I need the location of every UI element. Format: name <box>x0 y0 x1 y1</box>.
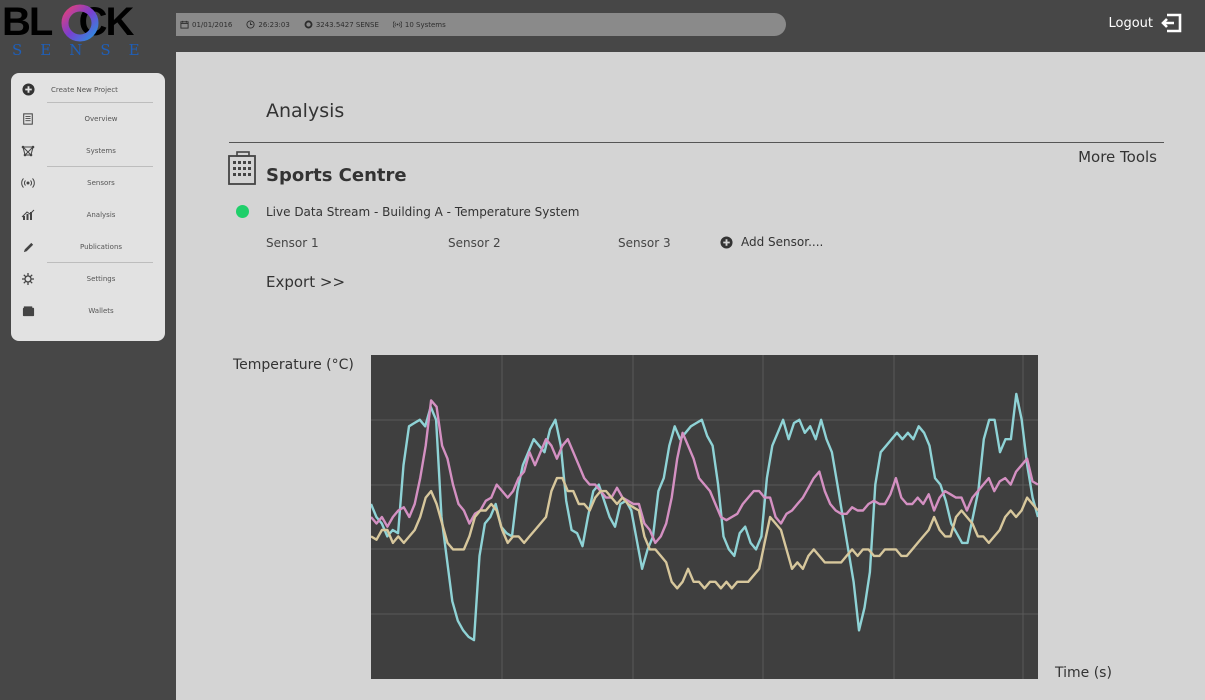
top-bar: 01/01/2016 26:23:03 3243.5427 SENSE 10 S… <box>176 0 1205 52</box>
plus-circle-icon <box>720 235 733 249</box>
clock-icon <box>246 20 255 29</box>
logo-ring-icon <box>61 4 99 42</box>
data-stream-label: Live Data Stream - Building A - Temperat… <box>266 205 580 219</box>
nav-label: Sensors <box>87 179 115 187</box>
sidebar-nav: Create New Project Overview Systems Sens… <box>11 73 165 341</box>
nav-sensors[interactable]: Sensors <box>11 167 165 199</box>
page-title: Analysis <box>266 100 345 122</box>
nav-wallets[interactable]: Wallets <box>11 295 165 327</box>
chart-icon <box>21 208 35 222</box>
plus-circle-icon <box>21 83 35 97</box>
series-line-3 <box>371 476 1038 590</box>
more-tools-link[interactable]: More Tools <box>1078 148 1157 166</box>
series-line-1 <box>371 392 1038 642</box>
nav-systems[interactable]: Systems <box>11 135 165 167</box>
nav-label: Publications <box>79 243 123 251</box>
date-status: 01/01/2016 <box>180 20 232 29</box>
sensor-3-tab[interactable]: Sensor 3 <box>618 236 671 250</box>
nav-label: Systems <box>86 147 116 155</box>
project-name: Sports Centre <box>266 165 407 186</box>
brand-logo[interactable]: BL CK SENSE <box>2 0 158 59</box>
header-divider <box>229 142 1164 143</box>
network-icon <box>21 144 35 158</box>
document-icon <box>21 112 35 126</box>
live-status-dot <box>236 205 249 218</box>
pen-icon <box>21 240 35 254</box>
nav-label: Create New Project <box>51 85 118 94</box>
logout-label: Logout <box>1108 15 1153 31</box>
systems-text: 10 Systems <box>404 20 446 29</box>
building-icon <box>228 151 256 185</box>
status-info-bar: 01/01/2016 26:23:03 3243.5427 SENSE 10 S… <box>176 13 786 36</box>
add-sensor-button[interactable]: Add Sensor.... <box>720 235 823 249</box>
wallet-icon <box>21 304 35 318</box>
export-link[interactable]: Export >> <box>266 273 346 291</box>
time-status: 26:23:03 <box>246 20 290 29</box>
calendar-icon <box>180 20 189 29</box>
chart-grid <box>371 355 1038 679</box>
date-text: 01/01/2016 <box>192 20 233 29</box>
nav-overview[interactable]: Overview <box>11 103 165 135</box>
nav-label: Wallets <box>88 307 114 315</box>
nav-label: Settings <box>86 275 116 283</box>
x-axis-label: Time (s) <box>1055 665 1112 681</box>
logout-icon <box>1161 13 1182 33</box>
nav-label: Analysis <box>86 211 116 219</box>
add-sensor-label: Add Sensor.... <box>741 235 824 249</box>
y-axis-label: Temperature (°C) <box>233 357 354 373</box>
balance-status: 3243.5427 SENSE <box>304 20 379 29</box>
nav-publications[interactable]: Publications <box>11 231 165 263</box>
sensor-1-tab[interactable]: Sensor 1 <box>266 236 319 250</box>
gear-icon <box>21 272 35 286</box>
systems-status: 10 Systems <box>392 20 446 29</box>
sensor-2-tab[interactable]: Sensor 2 <box>448 236 501 250</box>
balance-text: 3243.5427 SENSE <box>315 20 379 29</box>
chart-series <box>371 392 1038 642</box>
logout-button[interactable]: Logout <box>1108 12 1183 34</box>
broadcast-icon <box>392 21 402 28</box>
sidebar-column: BL CK SENSE Create New Project O <box>0 0 176 700</box>
nav-settings[interactable]: Settings <box>11 263 165 295</box>
nav-create-project[interactable]: Create New Project <box>11 76 165 103</box>
temperature-chart <box>371 355 1038 679</box>
broadcast-icon <box>21 176 35 190</box>
token-ring-icon <box>304 20 313 29</box>
series-line-2 <box>371 399 1038 545</box>
nav-analysis[interactable]: Analysis <box>11 199 165 231</box>
time-text: 26:23:03 <box>258 20 290 29</box>
nav-label: Overview <box>84 115 118 123</box>
